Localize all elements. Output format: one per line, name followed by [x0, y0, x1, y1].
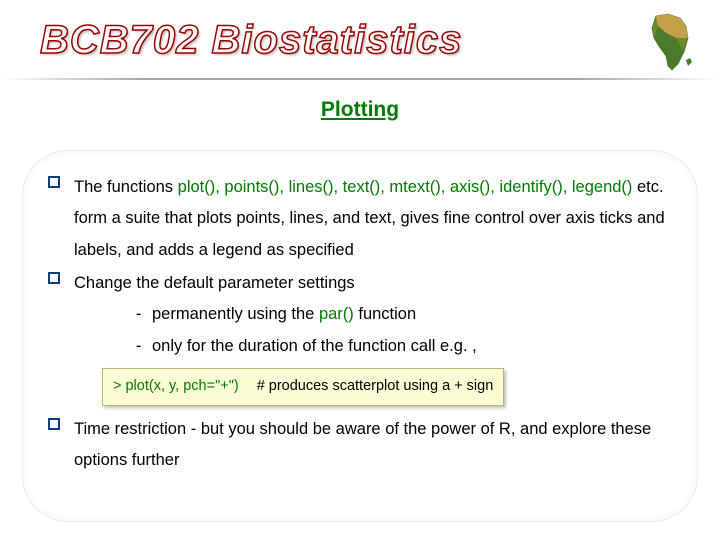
bullet-3-text: Time restriction - but you should be awa…: [74, 420, 651, 469]
bullet-item-2: Change the default parameter settings pe…: [48, 268, 672, 412]
sub-list: permanently using the par() function onl…: [74, 299, 672, 362]
square-bullet-icon: [48, 272, 60, 284]
code-comment: # produces scatterplot using a + sign: [257, 378, 494, 394]
sub-item-2: only for the duration of the function ca…: [136, 331, 672, 362]
sub-1-pre: permanently using the: [152, 305, 319, 323]
bullet-item-3: Time restriction - but you should be awa…: [48, 414, 672, 477]
code-example-box: > plot(x, y, pch="+") # produces scatterp…: [102, 368, 504, 406]
sub-1-fn: par(): [319, 305, 354, 323]
bullet-1-text-pre: The functions: [74, 178, 178, 196]
code-command: > plot(x, y, pch="+"): [113, 378, 239, 394]
bullet-2-text: Change the default parameter settings: [74, 274, 355, 292]
header: BCB702 Biostatistics: [0, 0, 720, 90]
square-bullet-icon: [48, 418, 60, 430]
sub-2-text: only for the duration of the function ca…: [152, 337, 477, 355]
sub-item-1: permanently using the par() function: [136, 299, 672, 330]
slide: BCB702 Biostatistics Plotting The functi…: [0, 0, 720, 540]
bullet-1-functions: plot(), points(), lines(), text(), mtext…: [178, 178, 633, 196]
africa-logo-icon: [636, 8, 706, 78]
sub-1-post: function: [354, 305, 416, 323]
course-title: BCB702 Biostatistics: [40, 18, 720, 63]
bullet-item-1: The functions plot(), points(), lines(),…: [48, 172, 672, 266]
content-panel: The functions plot(), points(), lines(),…: [22, 150, 698, 522]
header-divider: [0, 78, 720, 80]
bullet-list: The functions plot(), points(), lines(),…: [48, 172, 672, 476]
square-bullet-icon: [48, 176, 60, 188]
slide-subtitle: Plotting: [0, 98, 720, 122]
